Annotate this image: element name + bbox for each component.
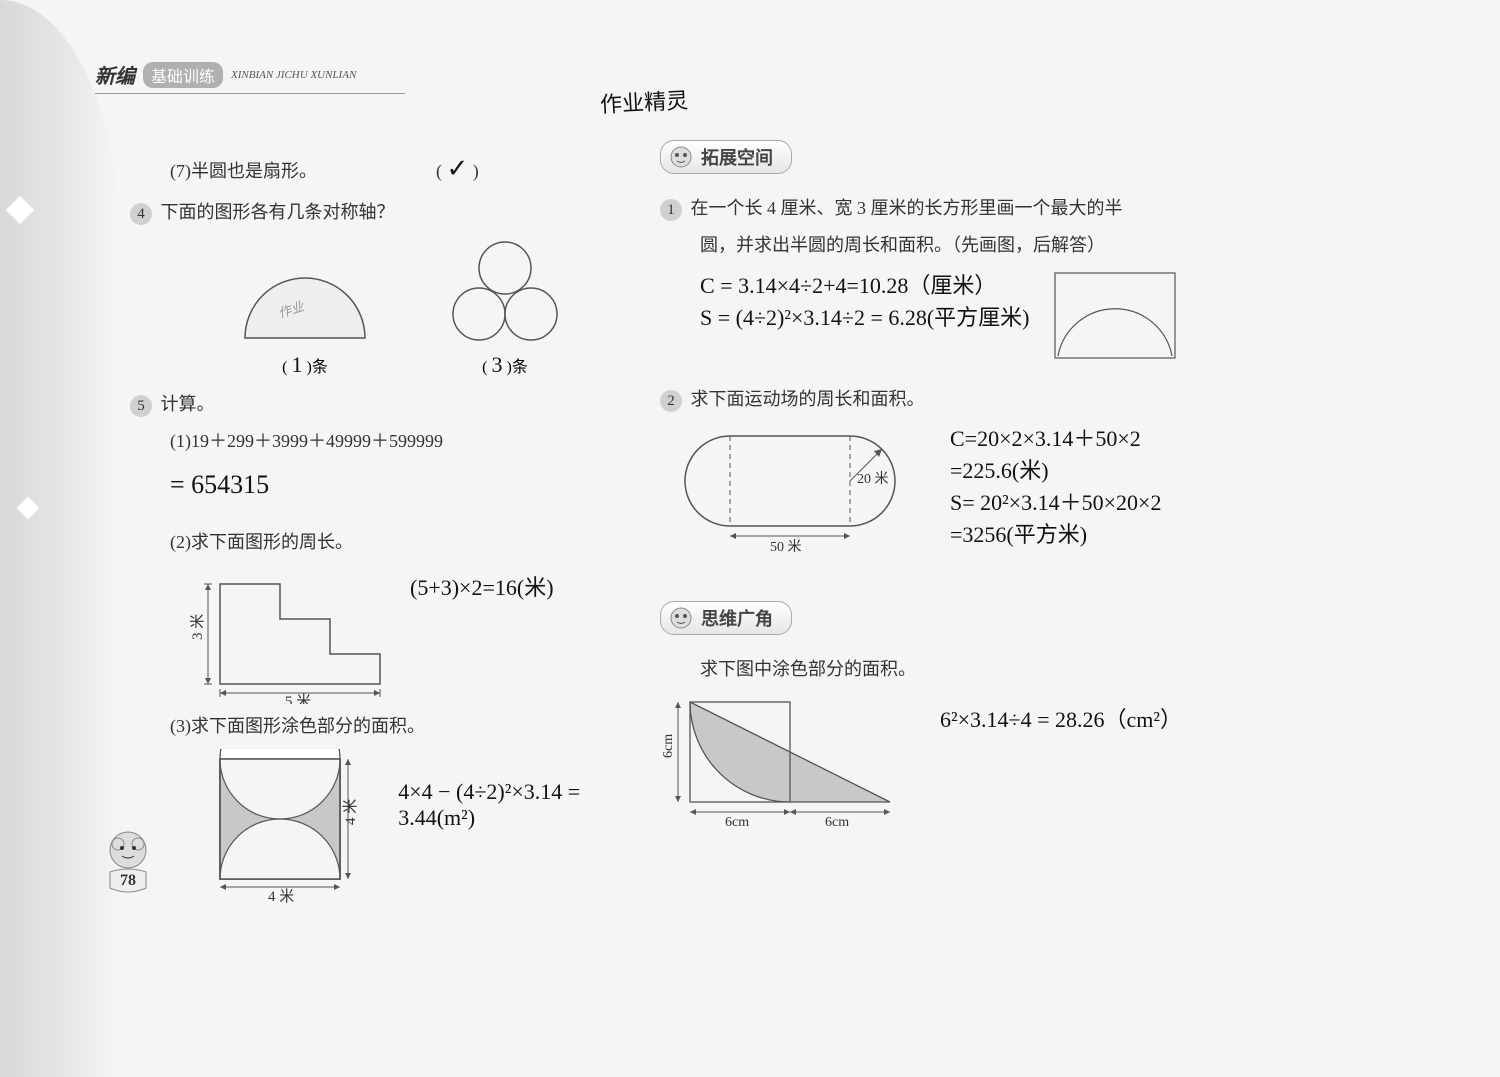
think-q-answer: 6²×3.14÷4 = 28.26（cm²）: [940, 702, 1182, 734]
ext-q2-ans4: =3256(平方米): [950, 517, 1161, 549]
ext-q2-text: 求下面运动场的周长和面积。: [691, 389, 925, 409]
q4-fig1-unit: 条: [312, 359, 328, 376]
q5-number: 5: [130, 395, 152, 417]
ext-q1: 1 在一个长 4 厘米、宽 3 厘米的长方形里画一个最大的半: [660, 194, 1220, 223]
question-5: 5 计算。: [130, 390, 660, 419]
handwritten-top-note: 作业精灵: [599, 83, 689, 120]
stair-x-label: 5 米: [285, 693, 311, 704]
q4-fig2-caption: ( 3 )条: [440, 352, 570, 378]
three-circles-svg: [440, 238, 570, 348]
section2-title: 思维广角: [701, 605, 773, 631]
q5-p3-text: 求下面图形涂色部分的面积。: [191, 716, 425, 736]
think-q-body: 6cm 6cm 6cm 6²×3.14÷4 = 28.26（cm²）: [660, 692, 1220, 842]
q5-p1: (1)19＋299＋3999＋49999＋599999: [170, 427, 660, 456]
monkey-icon: [667, 143, 695, 171]
svg-text:4 米: 4 米: [268, 888, 294, 905]
q5-p2-label: (2): [170, 532, 191, 552]
q4-fig-threecircles: ( 3 )条: [440, 238, 570, 378]
q4-fig2-answer: 3: [491, 352, 502, 377]
ext-q1-line2: 圆，并求出半圆的周长和面积。（先画图，后解答）: [700, 231, 1220, 260]
square-circles-svg: 4 米 4 米: [190, 749, 378, 919]
q5-p3-label: (3): [170, 716, 191, 736]
ext-q2-body: 20 米 50 米 C=20×2×3.14＋50×2 =225.6(米) S= …: [660, 421, 1220, 561]
stair-y-label: 3 米: [190, 614, 206, 640]
page-number-badge: 78: [100, 828, 156, 898]
q7-text: (7)半圆也是扇形。: [170, 161, 317, 181]
q5-p1-answer: = 654315: [170, 464, 660, 506]
q4-fig1-caption: ( 1 )条: [230, 352, 380, 378]
q5-p3: (3)求下面图形涂色部分的面积。: [170, 712, 660, 741]
q4-fig-semicircle: 作业 ( 1 )条: [230, 258, 380, 378]
semicircle-svg: 作业: [230, 258, 380, 348]
ext-q2-ans3: S= 20²×3.14＋50×20×2: [950, 485, 1161, 517]
ext-q1-ans1: C = 3.14×4÷2+4=10.28（厘米）: [700, 268, 1030, 300]
q4-figures: 作业 ( 1 )条 ( 3 )条: [230, 238, 660, 378]
book-header: 新编 基础训练 XINBIAN JICHU XUNLIAN: [95, 60, 405, 94]
section-banner-thinking: 思维广角: [660, 601, 792, 635]
q5-p2-text: 求下面图形的周长。: [191, 532, 353, 552]
ext-q1-ans2: S = (4÷2)²×3.14÷2 = 6.28(平方厘米): [700, 300, 1030, 332]
left-column: (7)半圆也是扇形。 ( ✓ ) 4 下面的图形各有几条对称轴？ 作业 ( 1 …: [130, 140, 660, 919]
svg-text:6cm: 6cm: [825, 815, 849, 830]
q7-checkmark: ✓: [447, 153, 469, 183]
shaded-area-figure: 6cm 6cm 6cm: [660, 692, 920, 842]
q5-title: 计算。: [161, 394, 215, 414]
ext-q2-answers: C=20×2×3.14＋50×2 =225.6(米) S= 20²×3.14＋5…: [950, 421, 1161, 549]
question-4: 4 下面的图形各有几条对称轴？: [130, 198, 660, 227]
q5-p2-answer: (5+3)×2=16(米): [410, 570, 554, 602]
q4-fig1-answer: 1: [291, 352, 302, 377]
svg-text:4 米: 4 米: [342, 799, 359, 825]
page-left-decoration: [0, 0, 120, 1077]
right-column: 拓展空间 1 在一个长 4 厘米、宽 3 厘米的长方形里画一个最大的半 圆，并求…: [660, 140, 1220, 842]
monkey-icon-2: [667, 604, 695, 632]
ext-q2-num: 2: [660, 390, 682, 412]
q4-number: 4: [130, 203, 152, 225]
ext-q1-figure: [1050, 268, 1180, 363]
question-7: (7)半圆也是扇形。 ( ✓ ): [170, 148, 660, 190]
q7-paren-close: ): [473, 161, 479, 181]
svg-text:50 米: 50 米: [770, 539, 802, 555]
ext-q2-ans1: C=20×2×3.14＋50×2: [950, 421, 1161, 453]
svg-text:6cm: 6cm: [661, 734, 676, 758]
q5-p1-label: (1): [170, 431, 191, 451]
svg-text:6cm: 6cm: [725, 815, 749, 830]
header-title-bold: 新编: [95, 60, 135, 89]
ext-q1-line1: 在一个长 4 厘米、宽 3 厘米的长方形里画一个最大的半: [691, 198, 1123, 218]
ext-q1-body: C = 3.14×4÷2+4=10.28（厘米） S = (4÷2)²×3.14…: [700, 268, 1220, 363]
q5-p2-body: 5 米 3 米 (5+3)×2=16(米): [190, 564, 660, 704]
q5-p3-answer: 4×4 − (4÷2)²×3.14 = 3.44(m²): [398, 779, 660, 831]
q4-text: 下面的图形各有几条对称轴？: [161, 202, 395, 222]
section1-title: 拓展空间: [701, 144, 773, 170]
q4-fig2-unit: 条: [512, 359, 528, 376]
svg-text:20 米: 20 米: [857, 471, 889, 487]
ext-q2: 2 求下面运动场的周长和面积。: [660, 385, 1220, 414]
ext-q2-ans2: =225.6(米): [950, 453, 1161, 485]
q5-p3-body: 4 米 4 米 4×4 − (4÷2)²×3.14 = 3.44(m²): [190, 749, 660, 919]
section-banner-expand: 拓展空间: [660, 140, 792, 174]
q5-p1-expr: 19＋299＋3999＋49999＋599999: [191, 431, 443, 451]
header-badge: 基础训练: [143, 62, 223, 88]
track-figure: 20 米 50 米: [660, 421, 930, 561]
q7-paren-open: (: [436, 161, 442, 181]
stair-figure-svg: 5 米 3 米: [190, 564, 390, 704]
header-pinyin: XINBIAN JICHU XUNLIAN: [231, 69, 356, 81]
q5-p2: (2)求下面图形的周长。: [170, 528, 660, 557]
page-number-text: 78: [120, 872, 136, 889]
think-q-text: 求下图中涂色部分的面积。: [700, 655, 1220, 684]
ext-q1-num: 1: [660, 199, 682, 221]
